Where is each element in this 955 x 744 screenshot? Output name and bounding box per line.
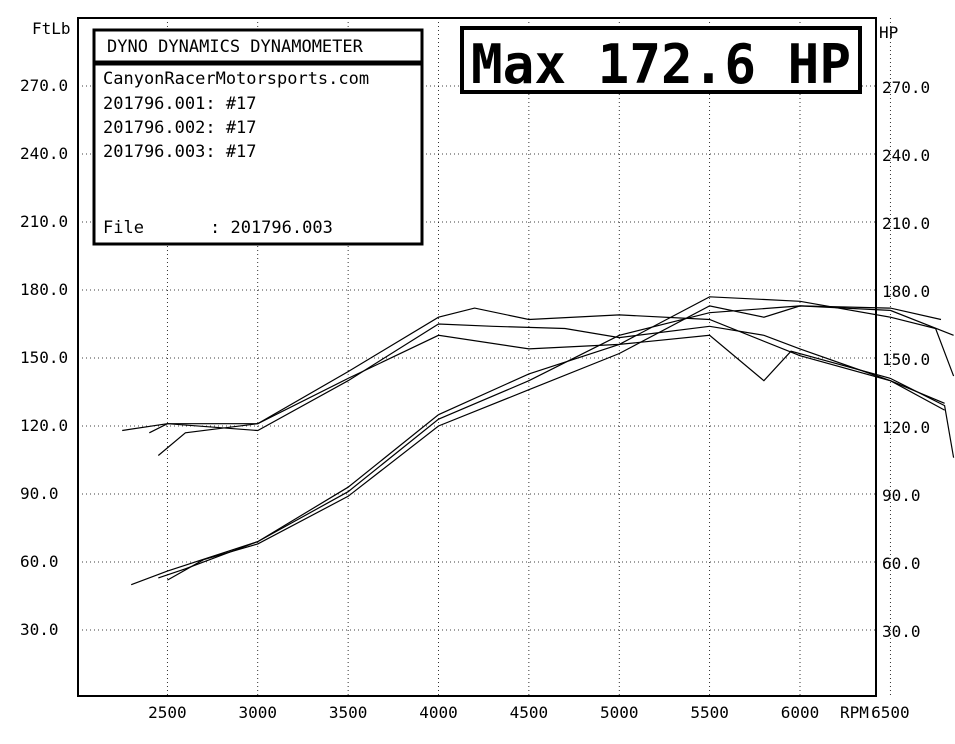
y-tick-label-left: 120.0: [20, 416, 68, 435]
x-tick-label: 2500: [148, 703, 187, 722]
power-curve-2: [158, 305, 942, 579]
y-tick-label-right: 240.0: [882, 146, 930, 165]
torque-curve-3: [157, 334, 955, 458]
x-tick-label: 3000: [238, 703, 277, 722]
torque-curve-2: [149, 323, 945, 434]
torque-curve-1: [122, 307, 945, 432]
y-tick-label-right: 120.0: [882, 418, 930, 437]
y-tick-label-right: 150.0: [882, 350, 930, 369]
x-tick-label: 6000: [781, 703, 820, 722]
y-tick-label-left: 180.0: [20, 280, 68, 299]
banner-text: DYNO DYNAMICS DYNAMOMETER: [107, 37, 364, 57]
right-axis-unit: HP: [879, 23, 898, 42]
max-hp-label: Max 172.6 HP: [471, 33, 851, 96]
info-line: 201796.001: #17: [103, 94, 257, 114]
info-line: CanyonRacerMotorsports.com: [103, 69, 369, 89]
y-tick-label-right: 30.0: [882, 622, 921, 641]
y-tick-label-left: 240.0: [20, 144, 68, 163]
y-tick-label-right: 210.0: [882, 214, 930, 233]
info-box: CanyonRacerMotorsports.com 201796.001: #…: [92, 62, 424, 246]
left-axis-unit: FtLb: [32, 19, 71, 38]
y-tick-label-right: 60.0: [882, 554, 921, 573]
x-tick-label: 5000: [600, 703, 639, 722]
y-tick-label-left: 30.0: [20, 620, 59, 639]
x-tick-label: 4500: [510, 703, 549, 722]
file-value: : 201796.003: [210, 218, 333, 238]
y-tick-label-right: 180.0: [882, 282, 930, 301]
y-tick-label-right: 270.0: [882, 78, 930, 97]
max-hp-box: Max 172.6 HP: [460, 26, 862, 96]
x-axis-unit: RPM: [840, 703, 869, 722]
power-curve-3: [167, 305, 954, 581]
plot-frame: [77, 17, 877, 697]
y-tick-label-left: 90.0: [20, 484, 59, 503]
x-tick-label: 6500: [871, 703, 910, 722]
x-tick-label: 4000: [419, 703, 458, 722]
y-tick-label-left: 150.0: [20, 348, 68, 367]
power-curve-1: [130, 296, 955, 586]
tick-layer: 30.0 30.0 60.0 60.0 90.0 90.0 120.0 120.0 150.0 1…: [20, 76, 930, 722]
y-tick-label-left: 60.0: [20, 552, 59, 571]
info-line: 201796.002: #17: [103, 118, 257, 138]
y-tick-label-right: 90.0: [882, 486, 921, 505]
info-line: 201796.003: #17: [103, 142, 257, 162]
y-tick-label-left: 210.0: [20, 212, 68, 231]
x-tick-label: 5500: [690, 703, 729, 722]
y-tick-label-left: 270.0: [20, 76, 68, 95]
file-label: File: [103, 218, 144, 238]
title-banner: DYNO DYNAMICS DYNAMOMETER: [92, 28, 424, 64]
curve-layer: [122, 296, 955, 586]
x-tick-label: 3500: [329, 703, 368, 722]
